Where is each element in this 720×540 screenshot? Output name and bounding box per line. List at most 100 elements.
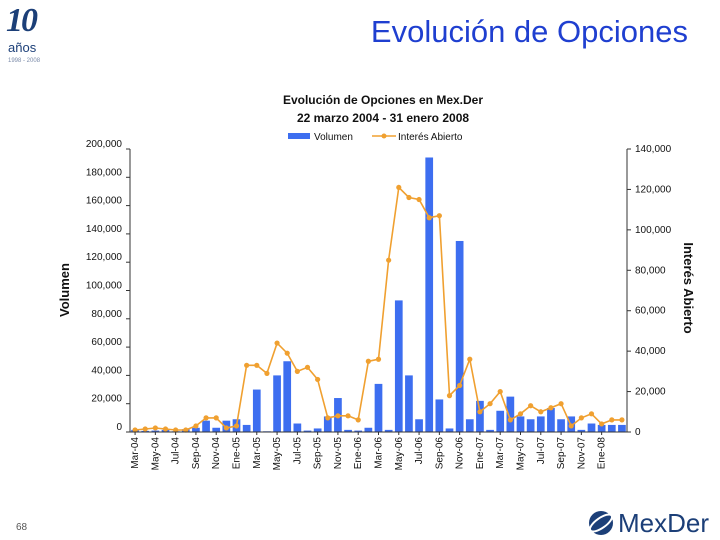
open-interest-point [599, 421, 605, 427]
volume-bar [496, 410, 505, 432]
volume-bar [374, 383, 383, 432]
open-interest-point [193, 423, 199, 429]
anniversary-logo-word: años [8, 40, 37, 55]
left-axis-tick-label: 20,000 [91, 394, 122, 405]
open-interest-point [578, 415, 584, 421]
right-axis-tick-label: 140,000 [635, 144, 672, 155]
volume-bar [435, 399, 444, 432]
chart-subtitle: 22 marzo 2004 - 31 enero 2008 [297, 111, 469, 125]
left-axis-tick-label: 160,000 [86, 196, 123, 207]
right-axis-label: Interés Abierto [681, 242, 696, 333]
chart-title: Evolución de Opciones en Mex.Der [283, 93, 483, 107]
mexder-logo-text: MexDer [618, 508, 710, 538]
volume-bar [293, 423, 302, 432]
open-interest-point [477, 409, 483, 415]
open-interest-point [325, 415, 331, 421]
open-interest-point [538, 409, 544, 415]
volume-bar [303, 430, 312, 432]
x-axis-tick-label: Sep-06 [434, 437, 445, 470]
left-axis-tick-label: 200,000 [86, 139, 123, 150]
volume-bar [323, 416, 332, 432]
open-interest-point [233, 423, 240, 429]
right-axis-tick-label: 0 [635, 427, 641, 438]
x-axis-tick-label: Mar-04 [130, 437, 141, 469]
right-axis: 0 20,000 40,000 60,000 80,000 100,000 120,000 1… [626, 144, 672, 438]
open-interest-point [528, 403, 534, 409]
volume-bar [283, 361, 292, 432]
volume-bar [526, 419, 535, 432]
open-interest-point [223, 425, 229, 431]
open-interest-point [497, 388, 503, 395]
open-interest-point [304, 364, 311, 370]
open-interest-point [345, 413, 351, 419]
volume-bar [151, 430, 160, 432]
volume-bar [445, 428, 454, 432]
open-interest-point [619, 417, 625, 423]
volume-bar [415, 419, 423, 432]
open-interest-point [406, 194, 412, 201]
volume-bar [557, 419, 565, 432]
open-interest-point [517, 411, 524, 417]
x-axis-tick-label: Mar-07 [495, 437, 506, 469]
left-axis: 0 20,000 40,000 60,000 80,000 100,000 120,000 1… [86, 139, 131, 433]
open-interest-point [467, 356, 473, 362]
open-interest-point [264, 370, 270, 376]
open-interest-point [446, 393, 453, 399]
left-axis-label: Volumen [57, 263, 72, 317]
volume-bar [394, 300, 403, 432]
x-axis-tick-label: Sep-04 [191, 437, 202, 470]
left-axis-tick-label: 140,000 [86, 224, 123, 235]
open-interest-point [396, 184, 402, 191]
volume-bar [597, 424, 606, 432]
volume-bar [577, 429, 586, 432]
anniversary-logo: 10 años 1998 - 2008 [4, 2, 56, 68]
x-axis-tick-label: Jul-06 [414, 437, 425, 465]
volume-bar [212, 427, 221, 432]
volume-bar [273, 375, 281, 432]
x-axis-tick-label: May-06 [394, 437, 405, 471]
volume-bar [192, 427, 200, 432]
right-axis-tick-label: 20,000 [635, 387, 666, 398]
open-interest-point [436, 213, 442, 219]
anniversary-logo-years: 1998 - 2008 [8, 58, 41, 64]
x-axis-tick-label: May-07 [516, 437, 527, 471]
open-interest-point [203, 415, 209, 421]
left-axis-tick-label: 60,000 [91, 337, 122, 348]
open-interest-point [558, 401, 564, 407]
open-interest-point [244, 362, 250, 368]
open-interest-point [375, 356, 382, 362]
volume-bar [486, 429, 494, 432]
right-axis-tick-label: 60,000 [635, 306, 666, 317]
x-axis-tick-label: May-05 [272, 437, 283, 471]
x-axis-tick-label: Sep-05 [313, 437, 324, 470]
volume-bar [547, 407, 555, 432]
open-interest-point [609, 417, 615, 423]
open-interest-point [294, 368, 300, 374]
volume-bar [344, 429, 352, 432]
open-interest-point [365, 358, 371, 364]
x-axis-tick-label: Nov-07 [576, 437, 587, 470]
x-axis-tick-label: Jul-05 [292, 437, 303, 465]
open-interest-point [416, 196, 422, 203]
volume-bar [242, 424, 251, 432]
open-interest-line [132, 184, 625, 433]
x-axis-tick-label: Ene-05 [232, 437, 243, 470]
open-interest-point [457, 382, 463, 389]
x-axis-tick-label: Ene-08 [597, 437, 608, 470]
open-interest-point [426, 215, 432, 221]
right-axis-tick-label: 100,000 [635, 225, 672, 236]
x-axis-tick-label: Ene-07 [475, 437, 486, 470]
slide-title: Evolución de Opciones [370, 14, 688, 49]
volume-bar [476, 400, 484, 432]
volume-bar [384, 429, 393, 432]
open-interest-point [335, 413, 341, 419]
legend-line-label: Interés Abierto [398, 132, 463, 143]
right-axis-tick-label: 80,000 [635, 265, 666, 276]
volume-bar [516, 416, 525, 432]
open-interest-point [284, 350, 290, 356]
open-interest-point [132, 427, 138, 433]
left-axis-tick-label: 40,000 [91, 365, 122, 376]
x-axis-tick-label: Jul-04 [171, 437, 182, 465]
volume-bar [354, 430, 363, 432]
volume-bar [536, 416, 545, 432]
